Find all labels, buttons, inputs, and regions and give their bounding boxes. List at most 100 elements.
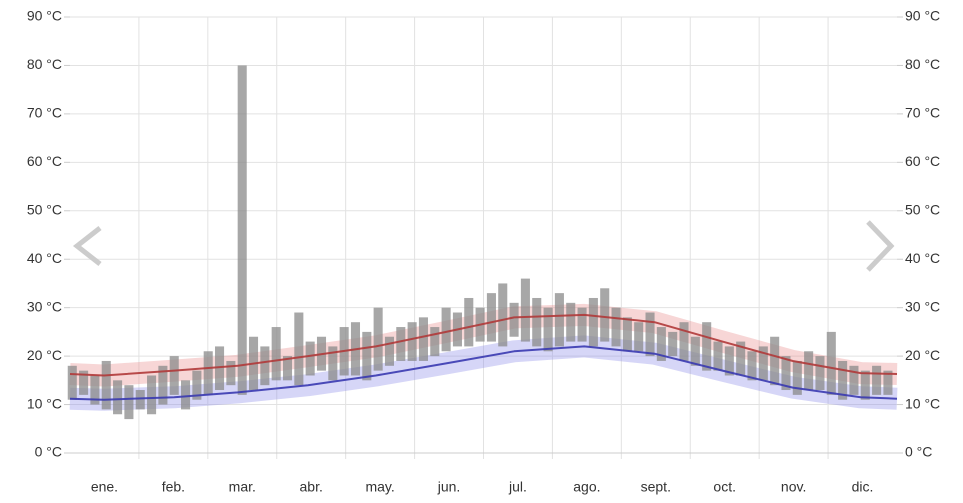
observed-range: [498, 283, 508, 347]
observed-range: [566, 302, 576, 342]
observed-range: [101, 360, 111, 410]
observed-range: [758, 346, 768, 381]
y-tick-label: 50 °C: [27, 201, 62, 217]
observed-range: [328, 346, 338, 381]
observed-range: [747, 351, 757, 381]
y2-tick-label: 50 °C: [905, 201, 940, 217]
observed-range: [203, 351, 213, 395]
y-tick-label: 0 °C: [35, 444, 62, 460]
observed-range: [543, 307, 553, 352]
x-tick-label: feb.: [162, 479, 185, 495]
observed-range: [396, 327, 406, 361]
observed-range: [679, 322, 689, 361]
observed-range: [113, 380, 123, 415]
y-tick-label: 20 °C: [27, 347, 62, 363]
observed-range: [588, 297, 598, 347]
y-tick-label: 90 °C: [27, 8, 62, 24]
x-tick-label: may.: [365, 479, 394, 495]
observed-range: [713, 341, 723, 371]
y2-tick-label: 80 °C: [905, 56, 940, 72]
observed-range: [147, 375, 157, 415]
observed-range: [520, 278, 530, 342]
x-tick-label: dic.: [852, 479, 874, 495]
x-tick-label: ene.: [91, 479, 118, 495]
observed-range: [600, 288, 610, 342]
avg-high-line: [69, 313, 898, 377]
x-tick-label: nov.: [781, 479, 806, 495]
y2-tick-label: 20 °C: [905, 347, 940, 363]
y-tick-label: 80 °C: [27, 56, 62, 72]
observed-range: [645, 312, 655, 357]
observed-range: [815, 356, 825, 391]
x-tick-label: mar.: [229, 479, 256, 495]
observed-range: [294, 312, 304, 386]
observed-range: [577, 307, 587, 342]
observed-range: [702, 322, 712, 371]
observed-range: [770, 336, 780, 386]
observed-range: [883, 370, 893, 395]
observed-range: [362, 331, 372, 381]
observed-range: [532, 297, 542, 347]
y2-tick-label: 10 °C: [905, 395, 940, 411]
y2-tick-label: 70 °C: [905, 105, 940, 121]
observed-range: [464, 297, 474, 347]
observed-range: [611, 307, 621, 347]
y-tick-label: 40 °C: [27, 250, 62, 266]
observed-range: [215, 346, 225, 391]
x-tick-label: abr.: [300, 479, 323, 495]
avg-low-line: [69, 345, 898, 401]
observed-range: [509, 302, 519, 337]
observed-range: [271, 327, 281, 381]
observed-range: [781, 356, 791, 391]
x-tick-label: jul.: [508, 479, 527, 495]
observed-range: [724, 346, 734, 376]
observed-range: [860, 370, 870, 400]
observed-range: [67, 365, 77, 400]
x-tick-label: jun.: [437, 479, 461, 495]
y2-tick-label: 40 °C: [905, 250, 940, 266]
observed-range: [656, 327, 666, 361]
observed-range: [872, 365, 882, 395]
observed-range: [158, 365, 168, 405]
x-tick-label: oct.: [713, 479, 736, 495]
x-tick-label: sept.: [641, 479, 671, 495]
y-tick-label: 60 °C: [27, 153, 62, 169]
observed-range: [804, 351, 814, 391]
observed-range: [792, 360, 802, 395]
x-tick-label: ago.: [573, 479, 600, 495]
observed-range: [181, 380, 191, 410]
observed-range: [226, 360, 236, 386]
observed-range: [418, 317, 428, 361]
observed-range: [849, 365, 859, 395]
observed-range: [282, 356, 293, 381]
observed-range: [135, 390, 145, 410]
observed-range: [169, 356, 179, 395]
y2-tick-label: 30 °C: [905, 298, 940, 314]
observed-range: [634, 322, 644, 352]
y2-tick-label: 60 °C: [905, 153, 940, 169]
observed-range: [384, 336, 395, 366]
observed-range: [237, 65, 247, 395]
observed-range: [826, 331, 836, 395]
observed-range: [622, 317, 632, 352]
y2-tick-label: 90 °C: [905, 8, 940, 24]
observed-range: [690, 336, 700, 366]
y-tick-label: 70 °C: [27, 105, 62, 121]
observed-range: [486, 293, 496, 342]
observed-range: [668, 331, 678, 357]
prev-arrow[interactable]: [72, 226, 102, 266]
next-arrow[interactable]: [866, 220, 895, 272]
observed-range: [305, 341, 315, 376]
observed-range: [192, 370, 202, 400]
observed-range: [441, 307, 451, 352]
observed-range: [90, 375, 100, 405]
y2-tick-label: 0 °C: [905, 444, 932, 460]
y-tick-label: 10 °C: [27, 395, 62, 411]
observed-range: [260, 346, 270, 386]
observed-range: [736, 341, 746, 376]
observed-range: [79, 370, 89, 395]
observed-range: [838, 360, 848, 400]
observed-range: [554, 293, 564, 347]
observed-range: [373, 307, 383, 371]
